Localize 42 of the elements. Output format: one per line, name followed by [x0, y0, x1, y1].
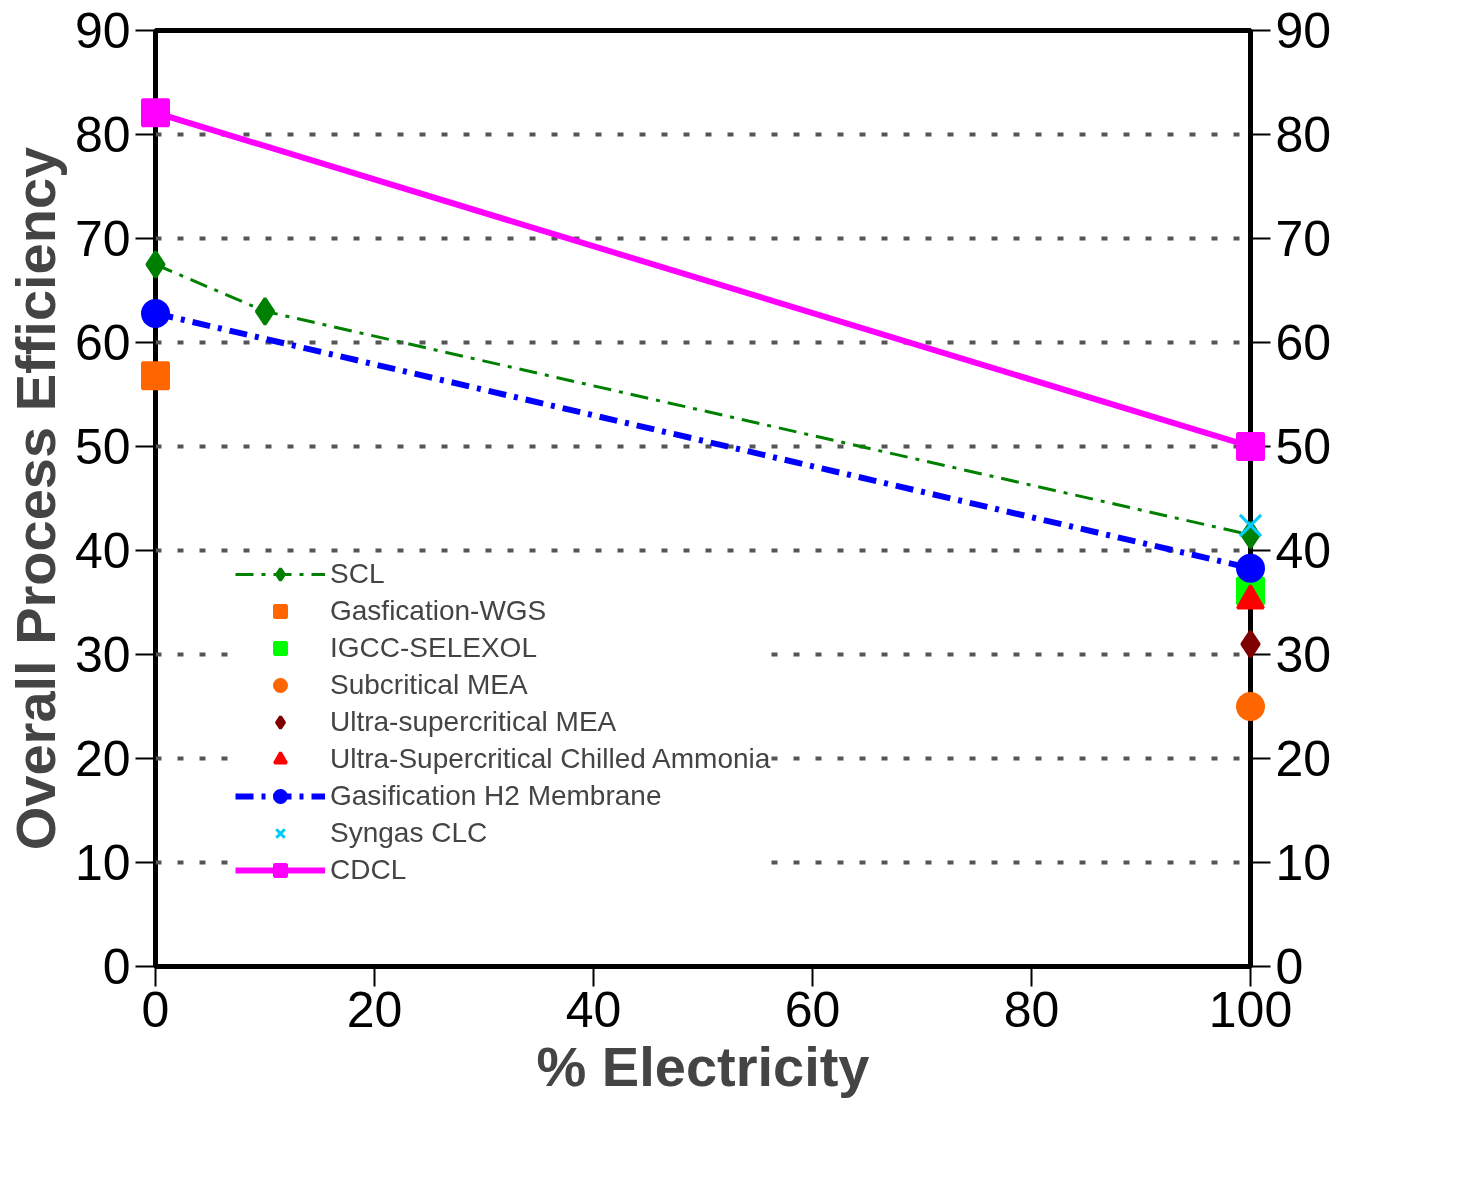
- point: [254, 296, 276, 326]
- y2-tick-label: 70: [1275, 211, 1332, 267]
- point: [145, 250, 166, 279]
- y-tick-label: 60: [74, 315, 131, 371]
- y2-tick-label: 30: [1275, 627, 1332, 683]
- y-tick-label: 20: [74, 731, 131, 787]
- y2-tick-label: 40: [1275, 523, 1332, 579]
- y-tick-label: 0: [102, 939, 131, 995]
- y2-tick-label: 10: [1275, 835, 1332, 891]
- y2-tick-label: 90: [1275, 3, 1332, 59]
- y-tick-label: 30: [74, 627, 131, 683]
- point: [1236, 692, 1265, 721]
- point: [141, 298, 170, 328]
- y-tick-label: 70: [74, 211, 131, 267]
- x-tick-label: 0: [141, 981, 170, 1038]
- y-tick-label: 80: [74, 107, 131, 163]
- y-tick-label: 10: [74, 835, 131, 891]
- y-tick-label: 90: [74, 3, 131, 59]
- legend-label: CDCL: [330, 854, 407, 886]
- legend-label: Subcritical MEA: [330, 669, 528, 701]
- point: [1236, 432, 1265, 461]
- y2-tick-label: 50: [1275, 419, 1332, 475]
- y2-tick-label: 20: [1275, 731, 1332, 787]
- y-tick-label: 50: [74, 419, 131, 475]
- point: [141, 98, 170, 128]
- legend-label: Syngas CLC: [330, 817, 488, 849]
- point: [1236, 553, 1265, 583]
- point: [141, 361, 170, 391]
- legend-label: Gasification H2 Membrane: [330, 780, 662, 812]
- point: [1240, 629, 1261, 659]
- y2-tick-label: 60: [1275, 315, 1332, 371]
- y-tick-label: 40: [74, 523, 131, 579]
- y-axis-title: Overall Process Efficiency: [3, 146, 67, 851]
- x-tick-label: 20: [346, 981, 403, 1038]
- legend-label: Ultra-supercritical MEA: [330, 706, 617, 738]
- legend-label: IGCC-SELEXOL: [330, 632, 537, 664]
- x-tick-label: 80: [1003, 981, 1060, 1038]
- point: [1238, 513, 1263, 538]
- legend-label: Ultra-Supercritical Chilled Ammonia: [330, 743, 771, 775]
- y2-tick-label: 80: [1275, 107, 1332, 163]
- legend-label: SCL: [330, 558, 385, 590]
- legend-label: Gasfication-WGS: [330, 595, 547, 627]
